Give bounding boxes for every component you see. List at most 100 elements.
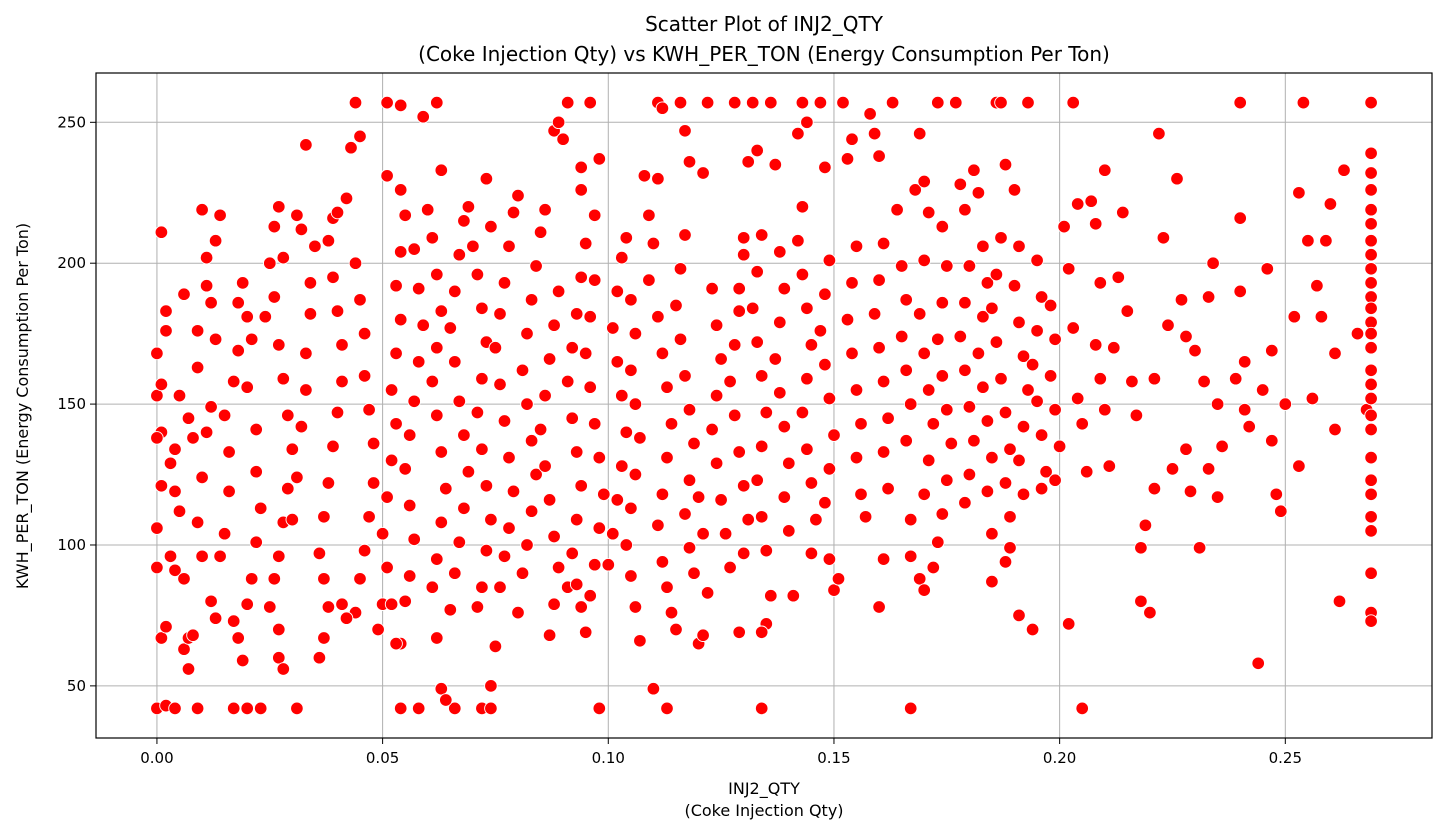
data-point (1192, 541, 1207, 555)
data-point (696, 628, 710, 642)
data-point (303, 307, 318, 321)
data-point (502, 450, 516, 465)
data-point (1301, 233, 1315, 248)
data-point (813, 324, 828, 338)
data-point (253, 701, 268, 716)
data-point (628, 600, 643, 614)
data-point (1337, 163, 1351, 177)
data-point (299, 346, 313, 361)
data-point (407, 532, 421, 547)
data-point (231, 343, 245, 358)
data-point (633, 431, 647, 445)
data-point (1210, 490, 1225, 504)
data-point (732, 304, 746, 318)
data-point (1134, 594, 1148, 609)
data-point (998, 157, 1013, 172)
data-point (448, 284, 462, 299)
x-tick-label: 0.20 (1043, 749, 1076, 767)
data-point (222, 445, 236, 459)
data-point (1179, 329, 1193, 344)
data-point (574, 270, 588, 285)
data-point (384, 383, 399, 397)
data-point (903, 397, 918, 411)
data-point (1364, 183, 1378, 197)
data-point (294, 222, 309, 237)
data-point (1012, 453, 1026, 468)
data-point (335, 374, 349, 389)
data-point (624, 501, 638, 516)
data-point (371, 622, 385, 637)
data-point (655, 487, 670, 502)
data-point (615, 459, 629, 473)
data-point (253, 501, 268, 516)
data-point (186, 628, 200, 642)
data-point (330, 304, 345, 318)
data-point (578, 346, 593, 361)
data-point (362, 402, 376, 417)
data-point (565, 340, 579, 355)
plot-area-frame (95, 72, 1433, 739)
data-point (917, 583, 931, 597)
data-point (466, 239, 480, 254)
data-point (1215, 439, 1229, 454)
data-point (1093, 276, 1108, 290)
data-point (615, 250, 629, 265)
data-point (949, 95, 963, 110)
data-point (335, 338, 349, 352)
data-point (172, 504, 187, 518)
data-point (457, 428, 471, 442)
data-point (1364, 290, 1378, 304)
data-point (235, 653, 250, 668)
data-point (1287, 309, 1302, 324)
data-point (1364, 217, 1378, 231)
data-point (854, 487, 868, 502)
data-point (434, 681, 449, 696)
data-point (430, 631, 444, 645)
data-point (818, 160, 832, 175)
data-point (533, 422, 548, 437)
data-point (592, 152, 607, 166)
data-point (881, 481, 895, 496)
data-point (1323, 197, 1338, 211)
data-point (434, 163, 449, 177)
data-point (398, 594, 412, 609)
data-point (646, 236, 661, 251)
data-point (574, 183, 588, 197)
data-point (484, 512, 498, 527)
data-point (917, 253, 931, 268)
data-point (195, 470, 209, 485)
data-point (393, 701, 408, 716)
data-point (452, 535, 467, 549)
data-point (1048, 332, 1062, 347)
data-point (624, 293, 638, 307)
data-point (439, 693, 453, 707)
data-point (700, 95, 715, 110)
data-point (276, 662, 291, 676)
data-point (822, 462, 837, 476)
chart-title-line-1: Scatter Plot of INJ2_QTY (645, 12, 884, 36)
data-point (985, 526, 999, 541)
data-point (226, 374, 241, 389)
data-point (479, 171, 494, 186)
data-point (339, 191, 354, 206)
data-point (366, 436, 381, 451)
data-point (411, 701, 426, 716)
data-point (312, 546, 327, 561)
data-point (1350, 326, 1365, 341)
data-point (727, 408, 742, 423)
data-point (646, 681, 661, 696)
data-point (389, 278, 403, 293)
data-point (655, 101, 670, 115)
data-point (678, 124, 692, 138)
data-point (1084, 194, 1098, 208)
data-point (791, 233, 805, 248)
data-point (1310, 278, 1324, 293)
data-point (962, 467, 977, 482)
data-point (583, 309, 597, 324)
data-point (610, 284, 625, 299)
data-point (430, 267, 444, 282)
data-point (434, 445, 449, 459)
data-point (660, 701, 674, 716)
data-point (809, 512, 823, 527)
data-point (583, 95, 597, 110)
